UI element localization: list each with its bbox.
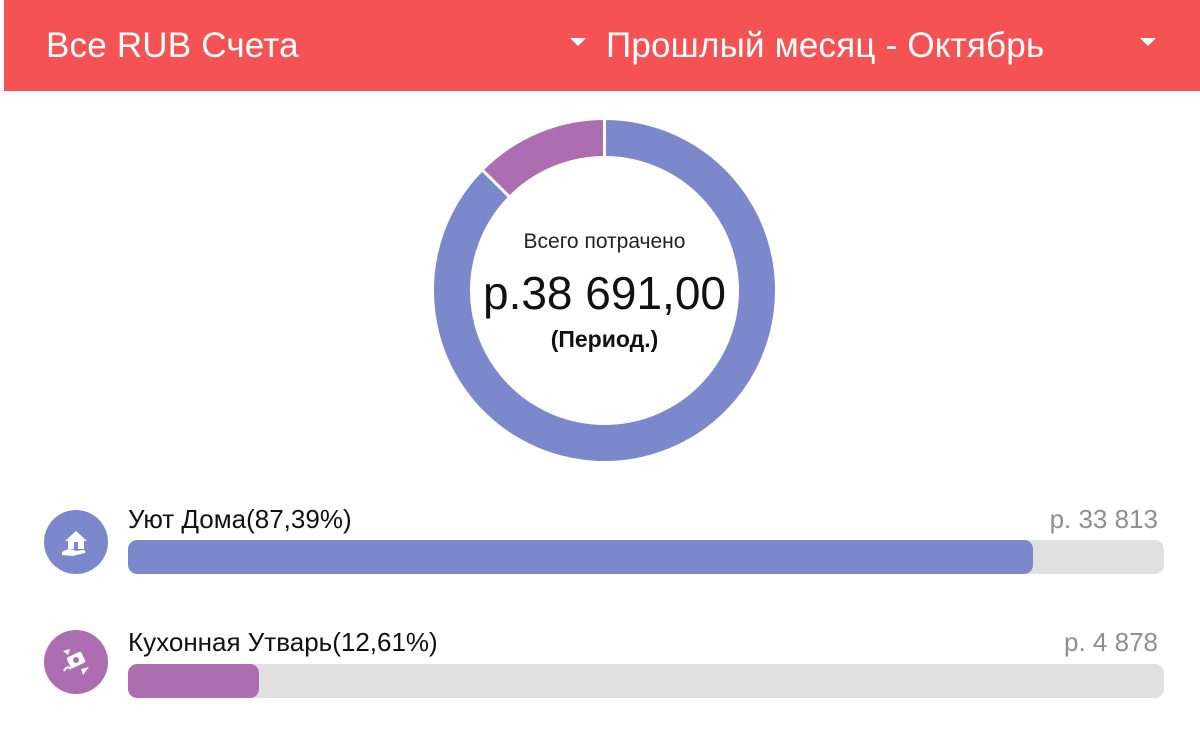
- account-dropdown[interactable]: Все RUB Счета: [46, 0, 586, 91]
- total-spent-caption: Всего потрачено: [523, 230, 686, 253]
- period-dropdown[interactable]: Прошлый месяц - Октябрь: [606, 0, 1156, 91]
- category-row-kitchen[interactable]: Кухонная Утварь(12,61%) р. 4 878: [0, 624, 1200, 714]
- category-name: Уют Дома(87,39%): [128, 504, 352, 534]
- period-dropdown-label: Прошлый месяц - Октябрь: [606, 25, 1045, 65]
- category-progress-fill: [128, 664, 259, 698]
- money-flow-glyph: [63, 649, 89, 675]
- donut-slice: [432, 118, 777, 463]
- money-flow-icon: [44, 630, 108, 694]
- category-amount: р. 33 813: [1049, 504, 1158, 534]
- total-spent-amount: р.38 691,00: [482, 267, 726, 319]
- period-note: (Период.): [550, 326, 659, 352]
- chevron-down-icon: [570, 38, 586, 46]
- donut-center: Всего потрачено р.38 691,00 (Период.): [432, 118, 777, 463]
- category-progress-fill: [128, 540, 1034, 574]
- category-row-home[interactable]: Уют Дома(87,39%) р. 33 813: [0, 500, 1200, 590]
- home-hand-icon: [44, 510, 108, 574]
- top-bar: Все RUB Счета Прошлый месяц - Октябрь: [4, 0, 1200, 91]
- donut-slice: [479, 118, 606, 200]
- category-name: Кухонная Утварь(12,61%): [128, 627, 438, 657]
- category-progress-track: [128, 540, 1164, 574]
- spending-donut-chart: Всего потрачено р.38 691,00 (Период.): [432, 118, 777, 463]
- home-hand-glyph: [62, 531, 87, 556]
- donut-svg: [432, 118, 777, 463]
- category-amount: р. 4 878: [1064, 627, 1158, 657]
- account-dropdown-label: Все RUB Счета: [46, 25, 299, 65]
- category-progress-track: [128, 664, 1164, 698]
- chevron-down-icon: [1140, 38, 1156, 46]
